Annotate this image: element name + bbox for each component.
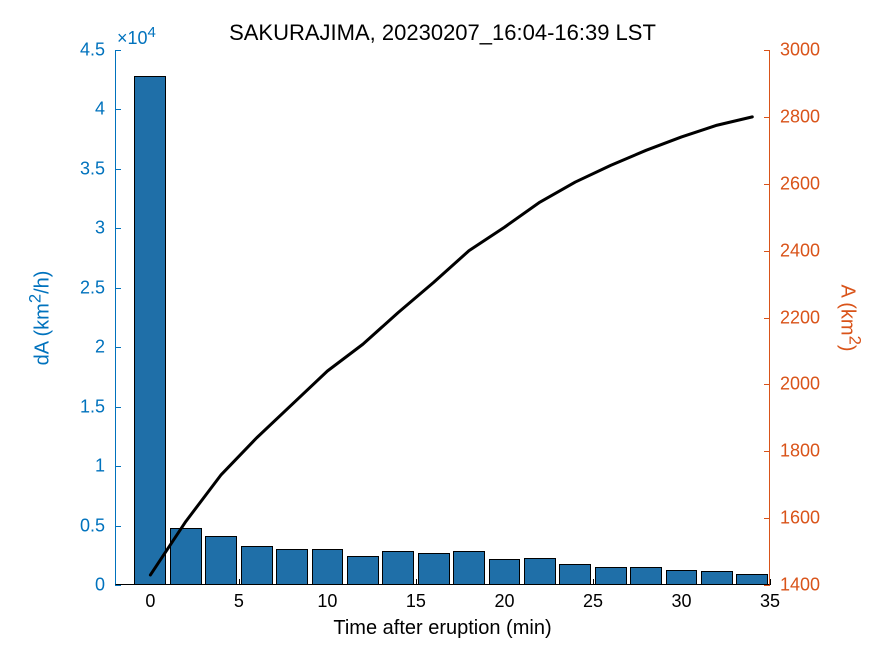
line-series	[0, 0, 875, 656]
chart-container: SAKURAJIMA, 20230207_16:04-16:39 LST0510…	[0, 0, 875, 656]
